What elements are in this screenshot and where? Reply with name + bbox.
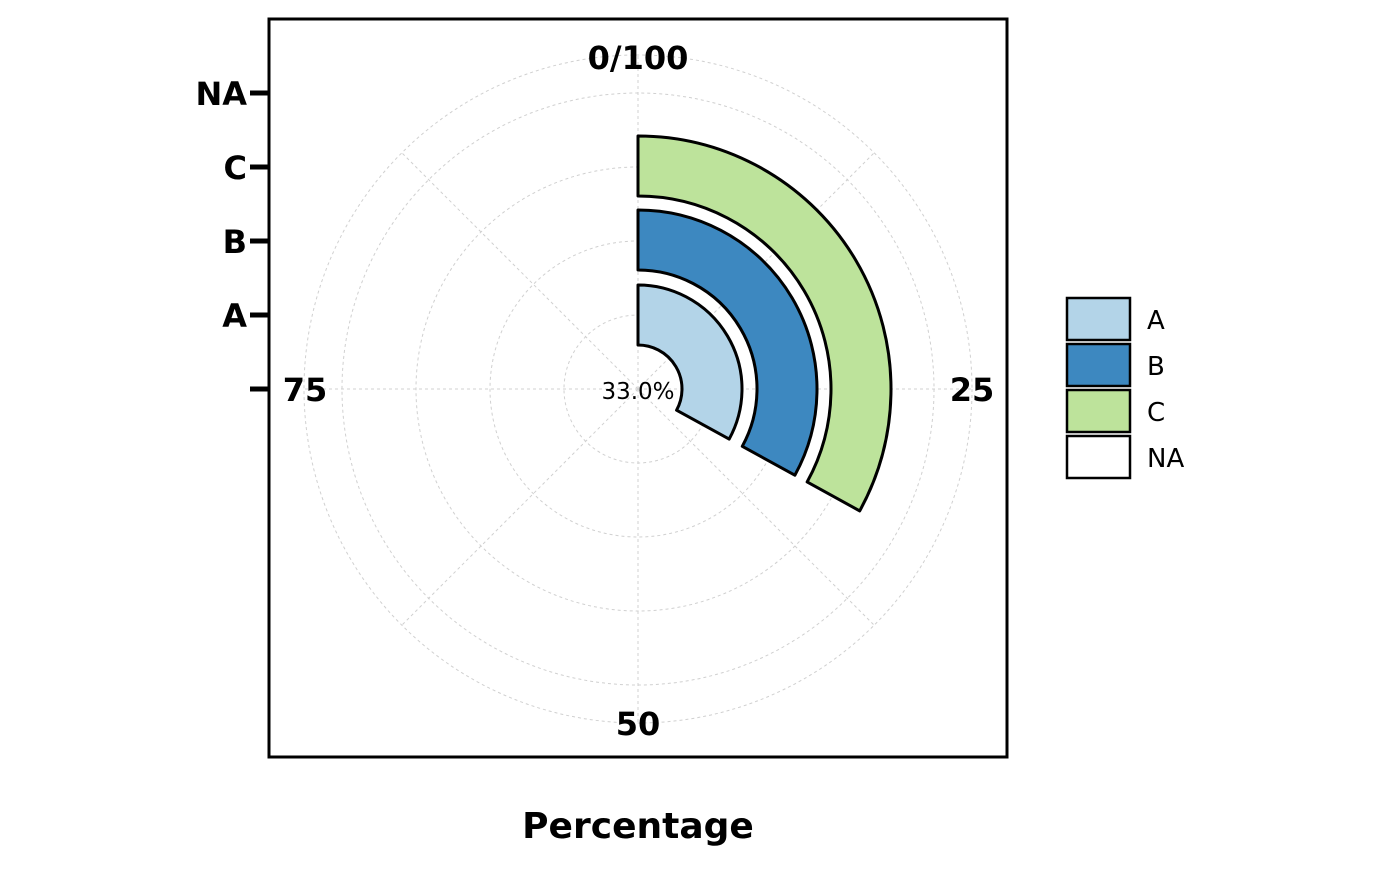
angle-tick-labels: 0/100 25 50 75 (283, 39, 995, 743)
grid-spoke (637, 388, 875, 626)
grid-spoke (401, 388, 639, 626)
angle-tick-label: 0/100 (588, 39, 689, 77)
x-axis-title: Percentage (522, 806, 754, 847)
legend-label: A (1147, 306, 1165, 336)
grid-circle (303, 54, 973, 724)
grid-spoke (401, 152, 639, 390)
angle-tick-label: 25 (950, 371, 995, 409)
radial-tick-label: B (223, 223, 247, 261)
legend-key-NA (1065, 434, 1132, 480)
bar-A (636, 283, 744, 441)
legend-key-A (1065, 296, 1132, 342)
radial-tick-label: NA (195, 75, 247, 113)
legend-key-C (1065, 388, 1132, 434)
angle-tick-label: 75 (283, 371, 328, 409)
bar-C (636, 134, 893, 513)
legend-key-B (1065, 342, 1132, 388)
legend: ABC NA (1065, 296, 1184, 480)
bar-B (636, 208, 819, 477)
angle-tick-label: 50 (616, 705, 661, 743)
legend-label: NA (1147, 444, 1184, 474)
bars-layer (636, 134, 893, 513)
grid-layer (303, 54, 973, 724)
legend-label: B (1147, 352, 1165, 382)
radial-tick-label: A (222, 297, 247, 335)
center-percent-label: 33.0% (601, 379, 674, 405)
radial-tick-label: C (224, 149, 247, 187)
radial-tick-labels: NA CBA (195, 75, 269, 392)
legend-label: C (1147, 398, 1165, 428)
